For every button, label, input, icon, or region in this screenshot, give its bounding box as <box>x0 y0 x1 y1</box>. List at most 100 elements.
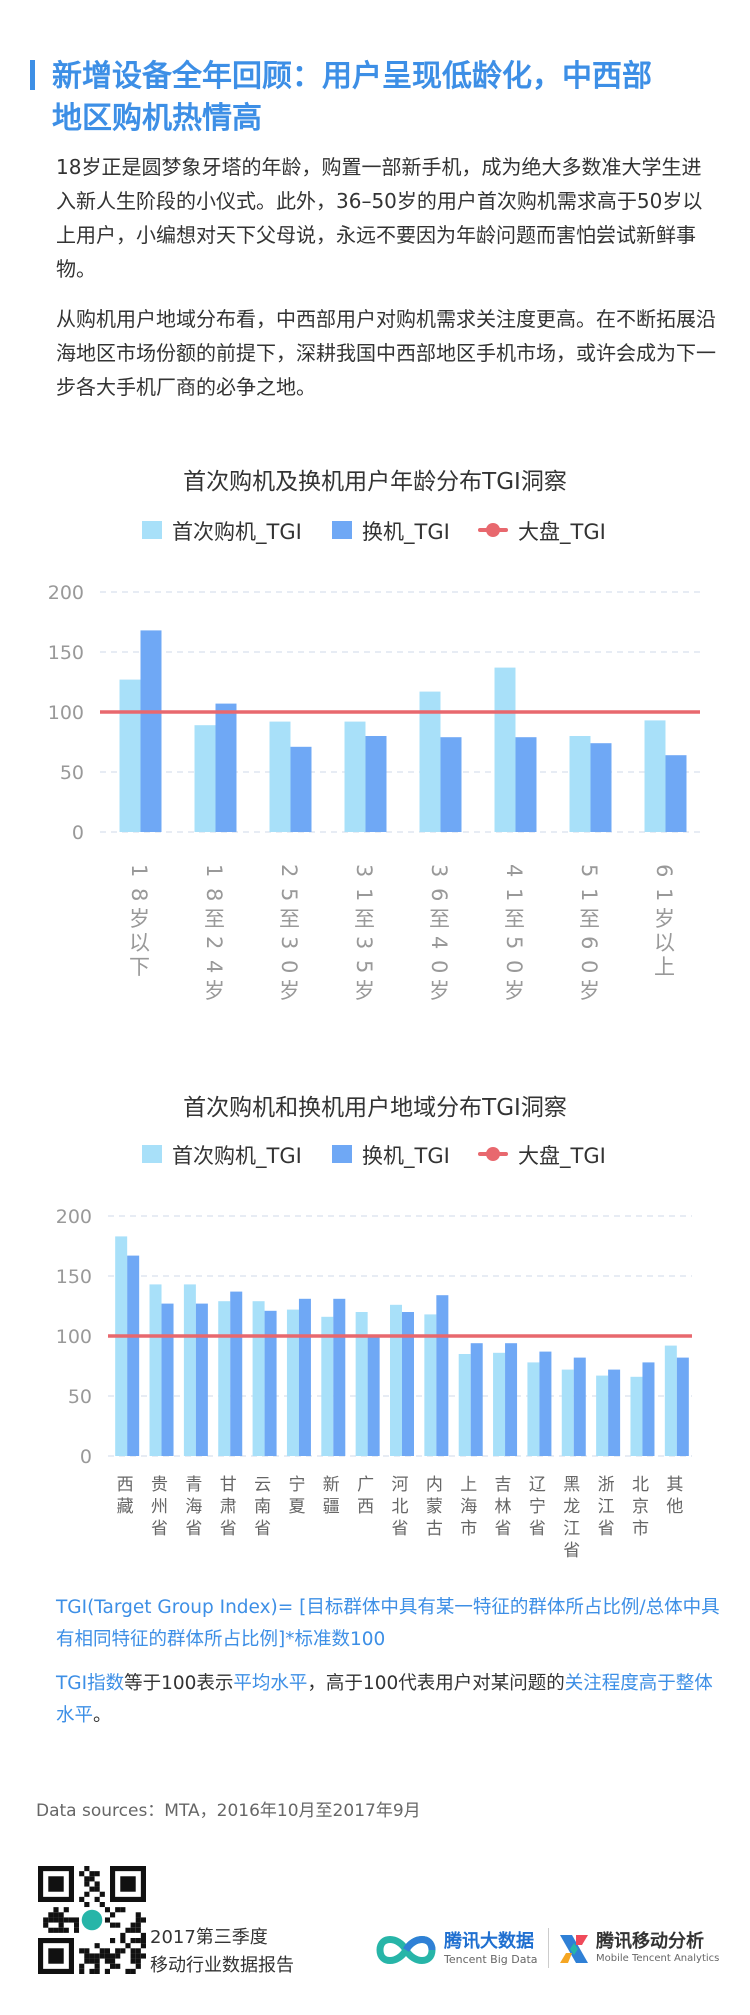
legend-replace-swatch <box>332 521 352 539</box>
x-tick-label-char: 夏 <box>288 1497 305 1517</box>
y-tick-label: 200 <box>48 582 84 604</box>
x-tick-label-char: 至 <box>429 907 450 931</box>
tencent-analytics-logo: 腾讯移动分析 Mobile Tencent Analytics <box>556 1925 746 1975</box>
bar-first-buy <box>149 1284 162 1456</box>
x-tick-label-char: 3 <box>352 864 376 877</box>
chart-region: 050100150200西藏贵州省青海省甘肃省云南省宁夏新疆广西河北省内蒙古上海… <box>56 1206 692 1561</box>
bar-replace <box>230 1291 243 1456</box>
title-accent-bar <box>30 60 35 90</box>
x-tick-label-char: 下 <box>129 955 150 979</box>
x-tick-label-char: 甘 <box>220 1475 237 1495</box>
x-tick-label-char: 省 <box>254 1519 271 1539</box>
x-tick-label-char: 5 <box>577 864 601 877</box>
x-tick-label-char: 3 <box>277 936 301 949</box>
paragraph-region: 从购机用户地域分布看，中西部用户对购机需求关注度更高。在不断拓展沿海地区市场份额… <box>56 307 716 399</box>
bar-first-buy <box>419 691 441 832</box>
x-tick-label-char: 2 <box>202 936 226 949</box>
x-tick-label-char: 6 <box>577 936 601 949</box>
x-tick-label-char: 至 <box>279 907 300 931</box>
title-line-1: 新增设备全年回顾：用户呈现低龄化，中西部 <box>52 59 652 94</box>
x-tick-label-char: 至 <box>579 907 600 931</box>
x-tick-label-char: 2 <box>277 864 301 877</box>
x-tick-label-char: 4 <box>427 936 451 949</box>
legend2-replace-swatch <box>332 1145 352 1163</box>
legend-replace-label: 换机_TGI <box>362 520 450 544</box>
x-tick-label-char: 4 <box>202 960 226 973</box>
bar-first-buy <box>194 725 216 832</box>
x-tick-label-char: 1 <box>652 888 676 901</box>
chart-region-title: 首次购机和换机用户地域分布TGI洞察 <box>183 1095 567 1121</box>
x-tick-label-char: 上 <box>460 1475 477 1495</box>
tencent-big-data-logo: 腾讯大数据 Tencent Big Data <box>374 1925 544 1975</box>
x-tick-label-char: 省 <box>220 1519 237 1539</box>
y-tick-label: 150 <box>56 1266 92 1288</box>
tencent-big-data-sub: Tencent Big Data <box>444 1953 538 1966</box>
x-tick-label-char: 宁 <box>288 1475 305 1495</box>
bar-first-buy <box>569 736 591 832</box>
x-tick-label-char: 4 <box>502 864 526 877</box>
bar-first-buy <box>183 1284 196 1456</box>
x-tick-label-char: 岁 <box>279 979 300 1000</box>
x-tick-label-char: 1 <box>352 888 376 901</box>
legend-baseline-dot <box>486 523 500 537</box>
bar-first-buy <box>561 1369 574 1456</box>
x-tick-label-char: 浙 <box>598 1475 615 1495</box>
bar-replace <box>333 1298 346 1456</box>
y-tick-label: 0 <box>80 1446 92 1468</box>
section-title: 新增设备全年回顾：用户呈现低龄化，中西部 地区购机热情高 <box>30 56 720 140</box>
data-source: Data sources：MTA，2016年10月至2017年9月 <box>36 1801 421 1821</box>
x-tick-label-char: 古 <box>426 1519 443 1539</box>
bar-first-buy <box>424 1314 437 1456</box>
x-tick-label-char: 8 <box>127 888 151 901</box>
tgi-explanation: TGI指数等于100表示平均水平，高于100代表用户对某问题的关注程度高于整体水… <box>56 1668 726 1732</box>
bar-first-buy <box>321 1316 334 1456</box>
x-tick-label-char: 岁 <box>429 979 450 1000</box>
bar-replace <box>436 1295 449 1456</box>
tencent-analytics-name: 腾讯移动分析 <box>596 1931 704 1952</box>
bar-first-buy <box>458 1354 471 1456</box>
legend2-first-buy-label: 首次购机_TGI <box>172 1144 302 1168</box>
legend2-first-buy-swatch <box>142 1145 162 1163</box>
x-tick-label-char: 0 <box>277 960 301 973</box>
x-tick-label-char: 西 <box>357 1497 374 1517</box>
bar-first-buy <box>390 1304 402 1456</box>
x-tick-label-char: 云 <box>254 1475 271 1495</box>
chart-age-legend: 首次购机_TGI 换机_TGI 大盘_TGI <box>0 510 750 550</box>
bar-replace <box>608 1369 621 1456</box>
x-tick-label-char: 黑 <box>563 1475 580 1495</box>
x-tick-label-char: 宁 <box>529 1497 546 1517</box>
x-tick-label-char: 1 <box>202 864 226 877</box>
chart-age: 05010015020018岁以下18至24岁25至30岁31至35岁36至40… <box>48 582 700 1000</box>
bar-replace <box>195 1303 208 1456</box>
bar-replace <box>215 703 237 832</box>
x-tick-label-char: 省 <box>185 1519 202 1539</box>
bar-first-buy <box>355 1312 368 1456</box>
tgi-text-2: ，高于100代表用户对某问题的 <box>307 1673 565 1694</box>
x-tick-label-char: 辽 <box>529 1475 546 1495</box>
y-tick-label: 0 <box>72 822 84 844</box>
x-tick-label-char: 上 <box>654 955 675 979</box>
bar-replace <box>402 1312 414 1456</box>
x-tick-label-char: 3 <box>352 936 376 949</box>
bar-first-buy <box>286 1309 299 1456</box>
bar-replace <box>298 1298 311 1456</box>
x-tick-label-char: 岁 <box>354 979 375 1000</box>
x-tick-label-char: 省 <box>563 1541 580 1561</box>
x-tick-label-char: 贵 <box>151 1475 168 1495</box>
x-tick-label-char: 5 <box>277 888 301 901</box>
analytics-x-icon <box>560 1935 588 1963</box>
x-tick-label-char: 新 <box>323 1475 340 1495</box>
x-tick-label-char: 市 <box>632 1519 649 1539</box>
bar-first-buy <box>527 1362 540 1456</box>
x-tick-label-char: 省 <box>392 1519 409 1539</box>
bar-first-buy <box>119 679 141 832</box>
bar-replace <box>127 1255 140 1456</box>
x-tick-label-char: 吉 <box>495 1475 512 1495</box>
title-line-2: 地区购机热情高 <box>52 101 262 136</box>
report-line-2: 移动行业数据报告 <box>150 1955 294 1976</box>
logo-divider <box>548 1928 549 1968</box>
x-tick-label-char: 京 <box>632 1497 649 1517</box>
legend-first-buy-label: 首次购机_TGI <box>172 520 302 544</box>
paragraph-age: 18岁正是圆梦象牙塔的年龄，购置一部新手机，成为绝大多数准大学生进入新人生阶段的… <box>56 155 703 281</box>
bar-replace <box>573 1357 586 1456</box>
